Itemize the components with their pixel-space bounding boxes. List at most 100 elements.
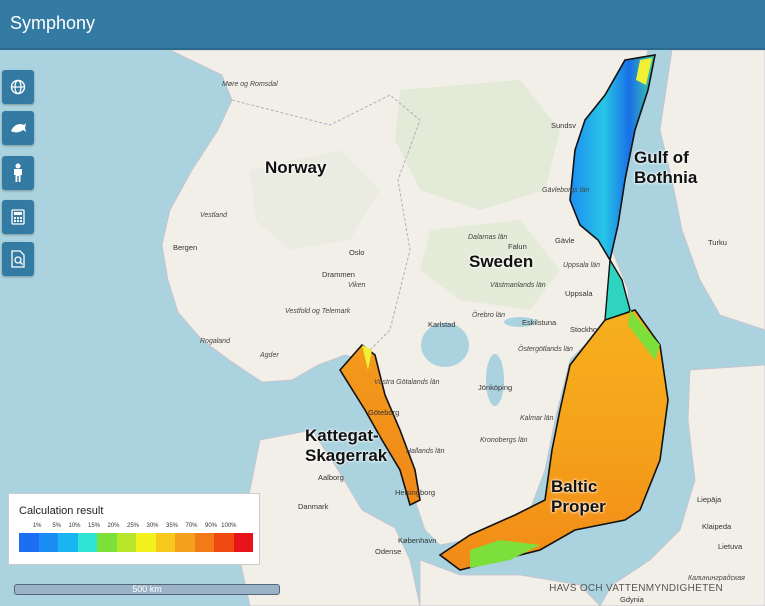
place-label: Klaipeda xyxy=(702,522,732,531)
legend-swatch xyxy=(194,533,214,552)
legend-tick-label: 1% xyxy=(32,523,42,529)
place-label: København xyxy=(398,536,437,545)
place-label: Agder xyxy=(260,352,279,359)
gulf-of-bothnia-area[interactable] xyxy=(569,54,657,263)
place-label: Sundsv xyxy=(551,121,577,130)
place-label: Helsingborg xyxy=(395,488,436,497)
lake-vanern xyxy=(421,323,469,367)
region-label-sweden: Sweden xyxy=(469,252,534,271)
legend-tick-label: 25% xyxy=(126,523,139,529)
calculator-icon xyxy=(11,209,25,225)
region-label-norway: Norway xyxy=(265,158,327,177)
legend-swatch xyxy=(175,533,195,552)
legend-swatch xyxy=(233,533,253,552)
norway-sweden-border xyxy=(231,94,421,351)
place-label: Uppsala xyxy=(565,289,593,298)
place-label: Møre og Romsdal xyxy=(222,81,278,88)
attribution-text: HAVS OCH VATTENMYNDIGHETEN xyxy=(549,583,723,594)
app-header: Symphony xyxy=(0,0,765,50)
legend-swatch xyxy=(38,533,58,552)
place-label: Liepāja xyxy=(697,495,722,504)
report-button[interactable] xyxy=(2,242,34,276)
globe-button[interactable] xyxy=(2,70,34,104)
legend-tick-label: 20% xyxy=(107,523,120,529)
lake-malaren xyxy=(504,317,536,327)
scale-label: 500 km xyxy=(132,584,162,594)
place-label: Östergötlands län xyxy=(518,346,573,353)
legend-tick-label: 10% xyxy=(68,523,81,529)
legend-tick-label: 90% xyxy=(204,523,217,529)
legend-swatch xyxy=(97,533,117,552)
mountain-area xyxy=(250,150,380,250)
legend-swatch xyxy=(214,533,234,552)
region-label-baltic-proper: Baltic Proper xyxy=(551,477,606,516)
place-label: Kalmar län xyxy=(520,415,554,422)
legend-tick-label: 100% xyxy=(221,523,237,529)
legend-ticks: 1% 5% 10% 15% 20% 25% 30% 35% 70% 90% 100% xyxy=(19,523,253,532)
place-label: Karlstad xyxy=(428,320,456,329)
place-label: Odense xyxy=(375,547,402,556)
legend-tick-label: 70% xyxy=(185,523,198,529)
legend-title: Calculation result xyxy=(19,505,104,517)
place-label: Vestland xyxy=(200,212,227,219)
place-label: Oslo xyxy=(349,248,365,257)
fish-icon xyxy=(11,123,26,133)
region-label-kattegat-skagerrak: Kattegat- Skagerrak xyxy=(305,426,388,465)
legend-swatch xyxy=(77,533,97,552)
globe-icon xyxy=(10,79,26,95)
place-label: Falun xyxy=(508,242,527,251)
place-label: Hallands län xyxy=(406,448,445,455)
legend-panel: Calculation result 1% 5% 10% 15% 20% 25% 30% 35… xyxy=(8,493,260,565)
place-label: Turku xyxy=(708,238,727,247)
place-label: Gävle xyxy=(555,236,575,245)
legend-tick-label: 35% xyxy=(165,523,178,529)
place-label: Gdynia xyxy=(620,595,644,604)
legend-tick-label: 30% xyxy=(146,523,159,529)
place-label: Uppsala län xyxy=(563,262,600,269)
baltic-patch xyxy=(628,310,660,360)
person-button[interactable] xyxy=(2,156,34,190)
legend-swatch xyxy=(19,533,39,552)
germany-poland-land xyxy=(419,559,601,606)
place-label: Rogaland xyxy=(200,338,230,345)
baltic-states-land xyxy=(599,364,765,606)
place-label: Viken xyxy=(348,282,366,289)
person-icon xyxy=(14,163,22,182)
gulf-patch xyxy=(636,58,652,85)
legend-swatch xyxy=(155,533,175,552)
place-label: Västmanlands län xyxy=(490,282,546,289)
region-label-gulf-of-bothnia: Gulf of Bothnia xyxy=(634,148,698,187)
place-label: Kronobergs län xyxy=(480,437,528,444)
baltic-patch xyxy=(470,540,540,568)
legend-swatch xyxy=(136,533,156,552)
app-title: Symphony xyxy=(10,13,96,33)
place-label: Örebro län xyxy=(472,312,506,319)
scale-bar: 500 km xyxy=(14,584,280,595)
place-label: Göteborg xyxy=(368,408,400,417)
kattegat-skagerrak-area[interactable] xyxy=(339,343,421,507)
lake-vattern xyxy=(486,354,504,406)
place-label: Gävleborgs län xyxy=(542,187,590,194)
place-label: Lietuva xyxy=(718,542,743,551)
legend-tick-label: 15% xyxy=(87,523,100,529)
forest-area xyxy=(420,220,560,310)
place-label: Bergen xyxy=(173,243,198,252)
place-label: Drammen xyxy=(322,270,355,279)
legend-tick-label: 5% xyxy=(52,523,61,529)
place-label: Dalarnas län xyxy=(468,234,508,241)
calculator-button[interactable] xyxy=(2,200,34,234)
kattegat-patch xyxy=(362,345,372,370)
place-label: Jönköping xyxy=(478,383,513,392)
forest-area xyxy=(395,80,560,210)
legend-swatch xyxy=(58,533,78,552)
place-label: Vestfold og Telemark xyxy=(285,308,351,315)
place-label: Västra Götalands län xyxy=(374,379,440,386)
legend-color-bar xyxy=(19,533,253,552)
fish-button[interactable] xyxy=(2,111,34,145)
legend-swatch xyxy=(116,533,136,552)
place-label: Stockho xyxy=(570,325,598,334)
place-label: Eskilstuna xyxy=(522,318,557,327)
place-label: Danmark xyxy=(298,502,329,511)
finland-land xyxy=(659,50,765,331)
place-label: Aalborg xyxy=(318,473,344,482)
